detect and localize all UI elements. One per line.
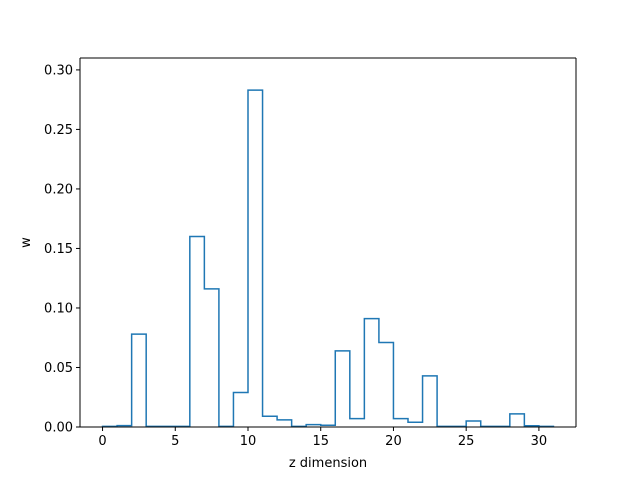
x-tick-label: 10 <box>240 434 257 449</box>
x-tick-label: 15 <box>312 434 329 449</box>
x-tick-label: 20 <box>385 434 402 449</box>
x-axis-label: z dimension <box>289 456 367 471</box>
x-tick-label: 30 <box>531 434 548 449</box>
plot-area <box>80 58 576 427</box>
y-tick-label: 0.20 <box>44 182 73 197</box>
x-tick-label: 25 <box>458 434 475 449</box>
y-tick-label: 0.10 <box>44 301 73 316</box>
x-tick-label: 0 <box>98 434 106 449</box>
x-tick-label: 5 <box>171 434 179 449</box>
histogram-step-line <box>101 89 555 428</box>
y-axis-label: w <box>19 237 34 248</box>
y-tick-label: 0.25 <box>44 123 73 138</box>
y-tick-label: 0.30 <box>44 63 73 78</box>
y-tick-label: 0.05 <box>44 361 73 376</box>
y-tick-label: 0.00 <box>44 421 73 436</box>
y-tick-label: 0.15 <box>44 242 73 257</box>
